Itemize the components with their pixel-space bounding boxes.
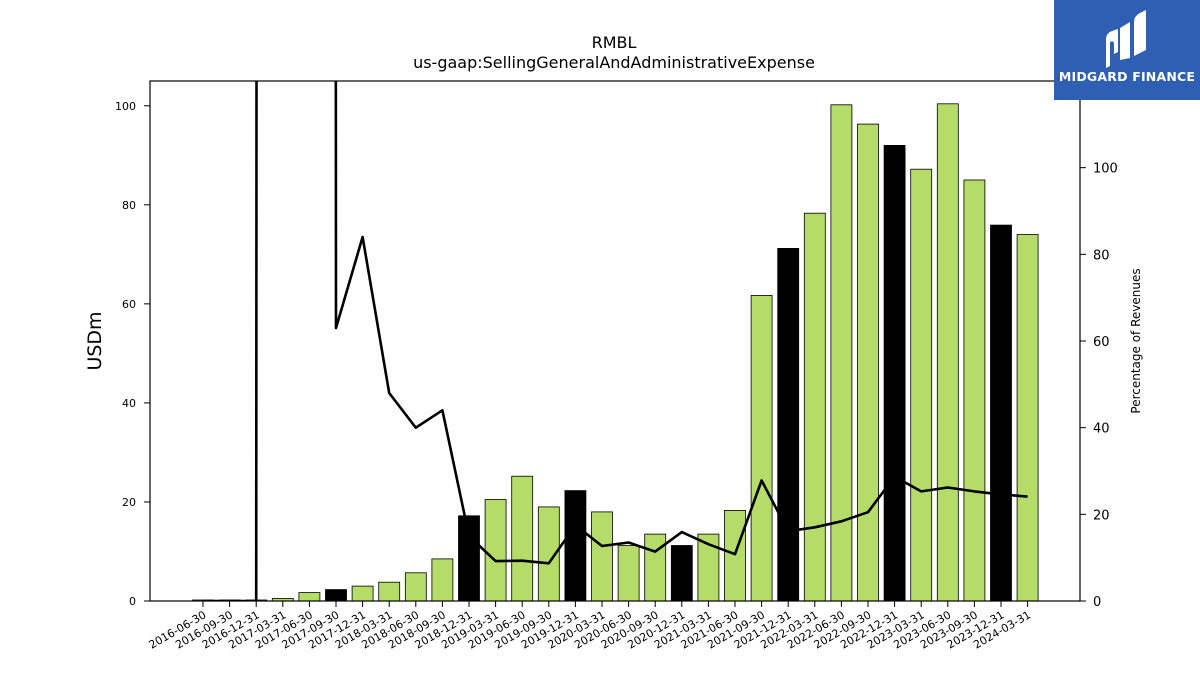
- plot-frame: [149, 80, 1081, 602]
- bar-2019-06-30: [511, 475, 534, 602]
- bar-2020-06-30: [617, 545, 640, 602]
- bar-2017-06-30: [298, 592, 321, 602]
- y-tick-label: 60: [122, 298, 136, 311]
- bar-2018-06-30: [404, 572, 427, 602]
- y2-tick-label: 0: [1093, 595, 1101, 610]
- midgard-finance-logo: MIDGARD FINANCE: [1054, 0, 1200, 100]
- bar-2020-09-30: [644, 533, 667, 602]
- bar-2018-09-30: [431, 558, 454, 602]
- bar-2023-03-31: [910, 168, 933, 602]
- bar-2017-12-31: [351, 585, 374, 602]
- y2-tick-label: 60: [1093, 335, 1110, 350]
- logo-text: MIDGARD FINANCE: [1058, 69, 1196, 84]
- y-tick-label: 0: [129, 595, 136, 608]
- bar-2019-03-31: [484, 499, 507, 602]
- y-tick-label: 40: [122, 397, 136, 410]
- bar-2021-09-30: [750, 294, 773, 602]
- revenue-percentage-line: [203, 81, 1028, 601]
- y2-tick-label: 100: [1093, 162, 1118, 177]
- bar-2018-03-31: [378, 581, 401, 602]
- bar-2022-12-31: [883, 144, 906, 602]
- bar-2021-06-30: [724, 509, 746, 602]
- plot-area: 0204060801000204060801002016-06-302016-0…: [115, 81, 1118, 652]
- y-axis-label: USDm: [84, 311, 106, 370]
- y-tick-label: 100: [115, 100, 136, 113]
- bar-2023-06-30: [936, 103, 959, 602]
- y-tick-label: 20: [122, 496, 136, 509]
- chart-title: RMBL: [592, 33, 637, 52]
- y2-tick-label: 40: [1093, 422, 1110, 437]
- bar-2020-03-31: [591, 511, 613, 602]
- bar-2017-09-30: [325, 589, 347, 602]
- y2-axis-label: Percentage of Revenues: [1129, 268, 1143, 413]
- bar-2022-06-30: [830, 104, 853, 602]
- bar-2018-12-31: [458, 515, 480, 602]
- y2-tick-label: 20: [1093, 508, 1110, 523]
- bar-2024-03-31: [1016, 234, 1039, 602]
- bar-2023-12-31: [990, 224, 1012, 602]
- bar-2021-12-31: [777, 247, 800, 602]
- bar-2022-09-30: [857, 123, 879, 602]
- bar-2023-09-30: [963, 179, 986, 602]
- bar-2022-03-31: [803, 212, 826, 602]
- midgard-m-logo-icon: [1106, 10, 1146, 68]
- bar-2020-12-31: [670, 545, 693, 602]
- y2-tick-label: 80: [1093, 248, 1110, 263]
- bar-2019-12-31: [564, 490, 587, 602]
- chart-subtitle: us-gaap:SellingGeneralAndAdministrativeE…: [413, 53, 815, 72]
- y-tick-label: 80: [122, 199, 136, 212]
